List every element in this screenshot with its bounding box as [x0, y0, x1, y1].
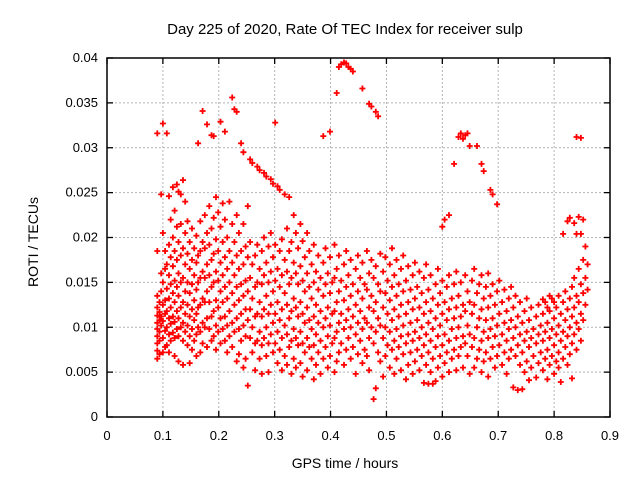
x-tick-label: 0.8	[545, 428, 563, 443]
x-tick-label: 0.5	[377, 428, 395, 443]
x-tick-label: 0.6	[433, 428, 451, 443]
y-tick-label: 0.02	[73, 230, 98, 245]
y-axis-label: ROTI / TECUs	[25, 197, 41, 287]
y-tick-label: 0.03	[73, 140, 98, 155]
x-tick-label: 0.1	[154, 428, 172, 443]
x-tick-label: 0	[103, 428, 110, 443]
y-tick-label: 0.01	[73, 319, 98, 334]
x-tick-label: 0.2	[210, 428, 228, 443]
y-tick-label: 0.035	[65, 95, 98, 110]
chart-title: Day 225 of 2020, Rate Of TEC Index for r…	[167, 21, 523, 38]
x-tick-label: 0.4	[322, 428, 340, 443]
data-points	[154, 59, 591, 403]
y-tick-label: 0.04	[73, 50, 98, 65]
y-tick-label: 0.015	[65, 274, 98, 289]
y-tick-label: 0.005	[65, 364, 98, 379]
x-tick-label: 0.9	[601, 428, 619, 443]
y-tick-label: 0.025	[65, 185, 98, 200]
x-tick-label: 0.7	[489, 428, 507, 443]
x-axis-label: GPS time / hours	[291, 455, 399, 471]
x-tick-label: 0.3	[266, 428, 284, 443]
y-tick-label: 0	[91, 409, 98, 424]
